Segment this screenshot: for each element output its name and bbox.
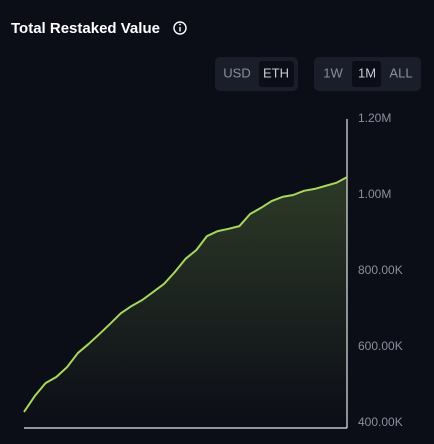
button[interactable]: 1M xyxy=(358,65,376,80)
chart-title: Total Restaked Value xyxy=(11,20,160,37)
button[interactable]: 1W xyxy=(323,65,343,80)
y-tick-label: 400.00K xyxy=(358,415,403,429)
button[interactable]: ETH xyxy=(263,65,289,80)
y-tick-label: 1.20M xyxy=(358,111,391,125)
active-button-bg xyxy=(352,61,381,87)
y-tick-label: 800.00K xyxy=(358,263,403,277)
area-fill xyxy=(24,177,347,428)
line xyxy=(23,176,348,413)
button[interactable]: USD xyxy=(223,65,250,80)
y-tick-label: 600.00K xyxy=(358,339,403,353)
button[interactable]: ALL xyxy=(389,65,412,80)
y-tick-label: 1.00M xyxy=(358,187,391,201)
info-icon[interactable] xyxy=(173,21,187,35)
active-button-bg xyxy=(259,61,294,87)
